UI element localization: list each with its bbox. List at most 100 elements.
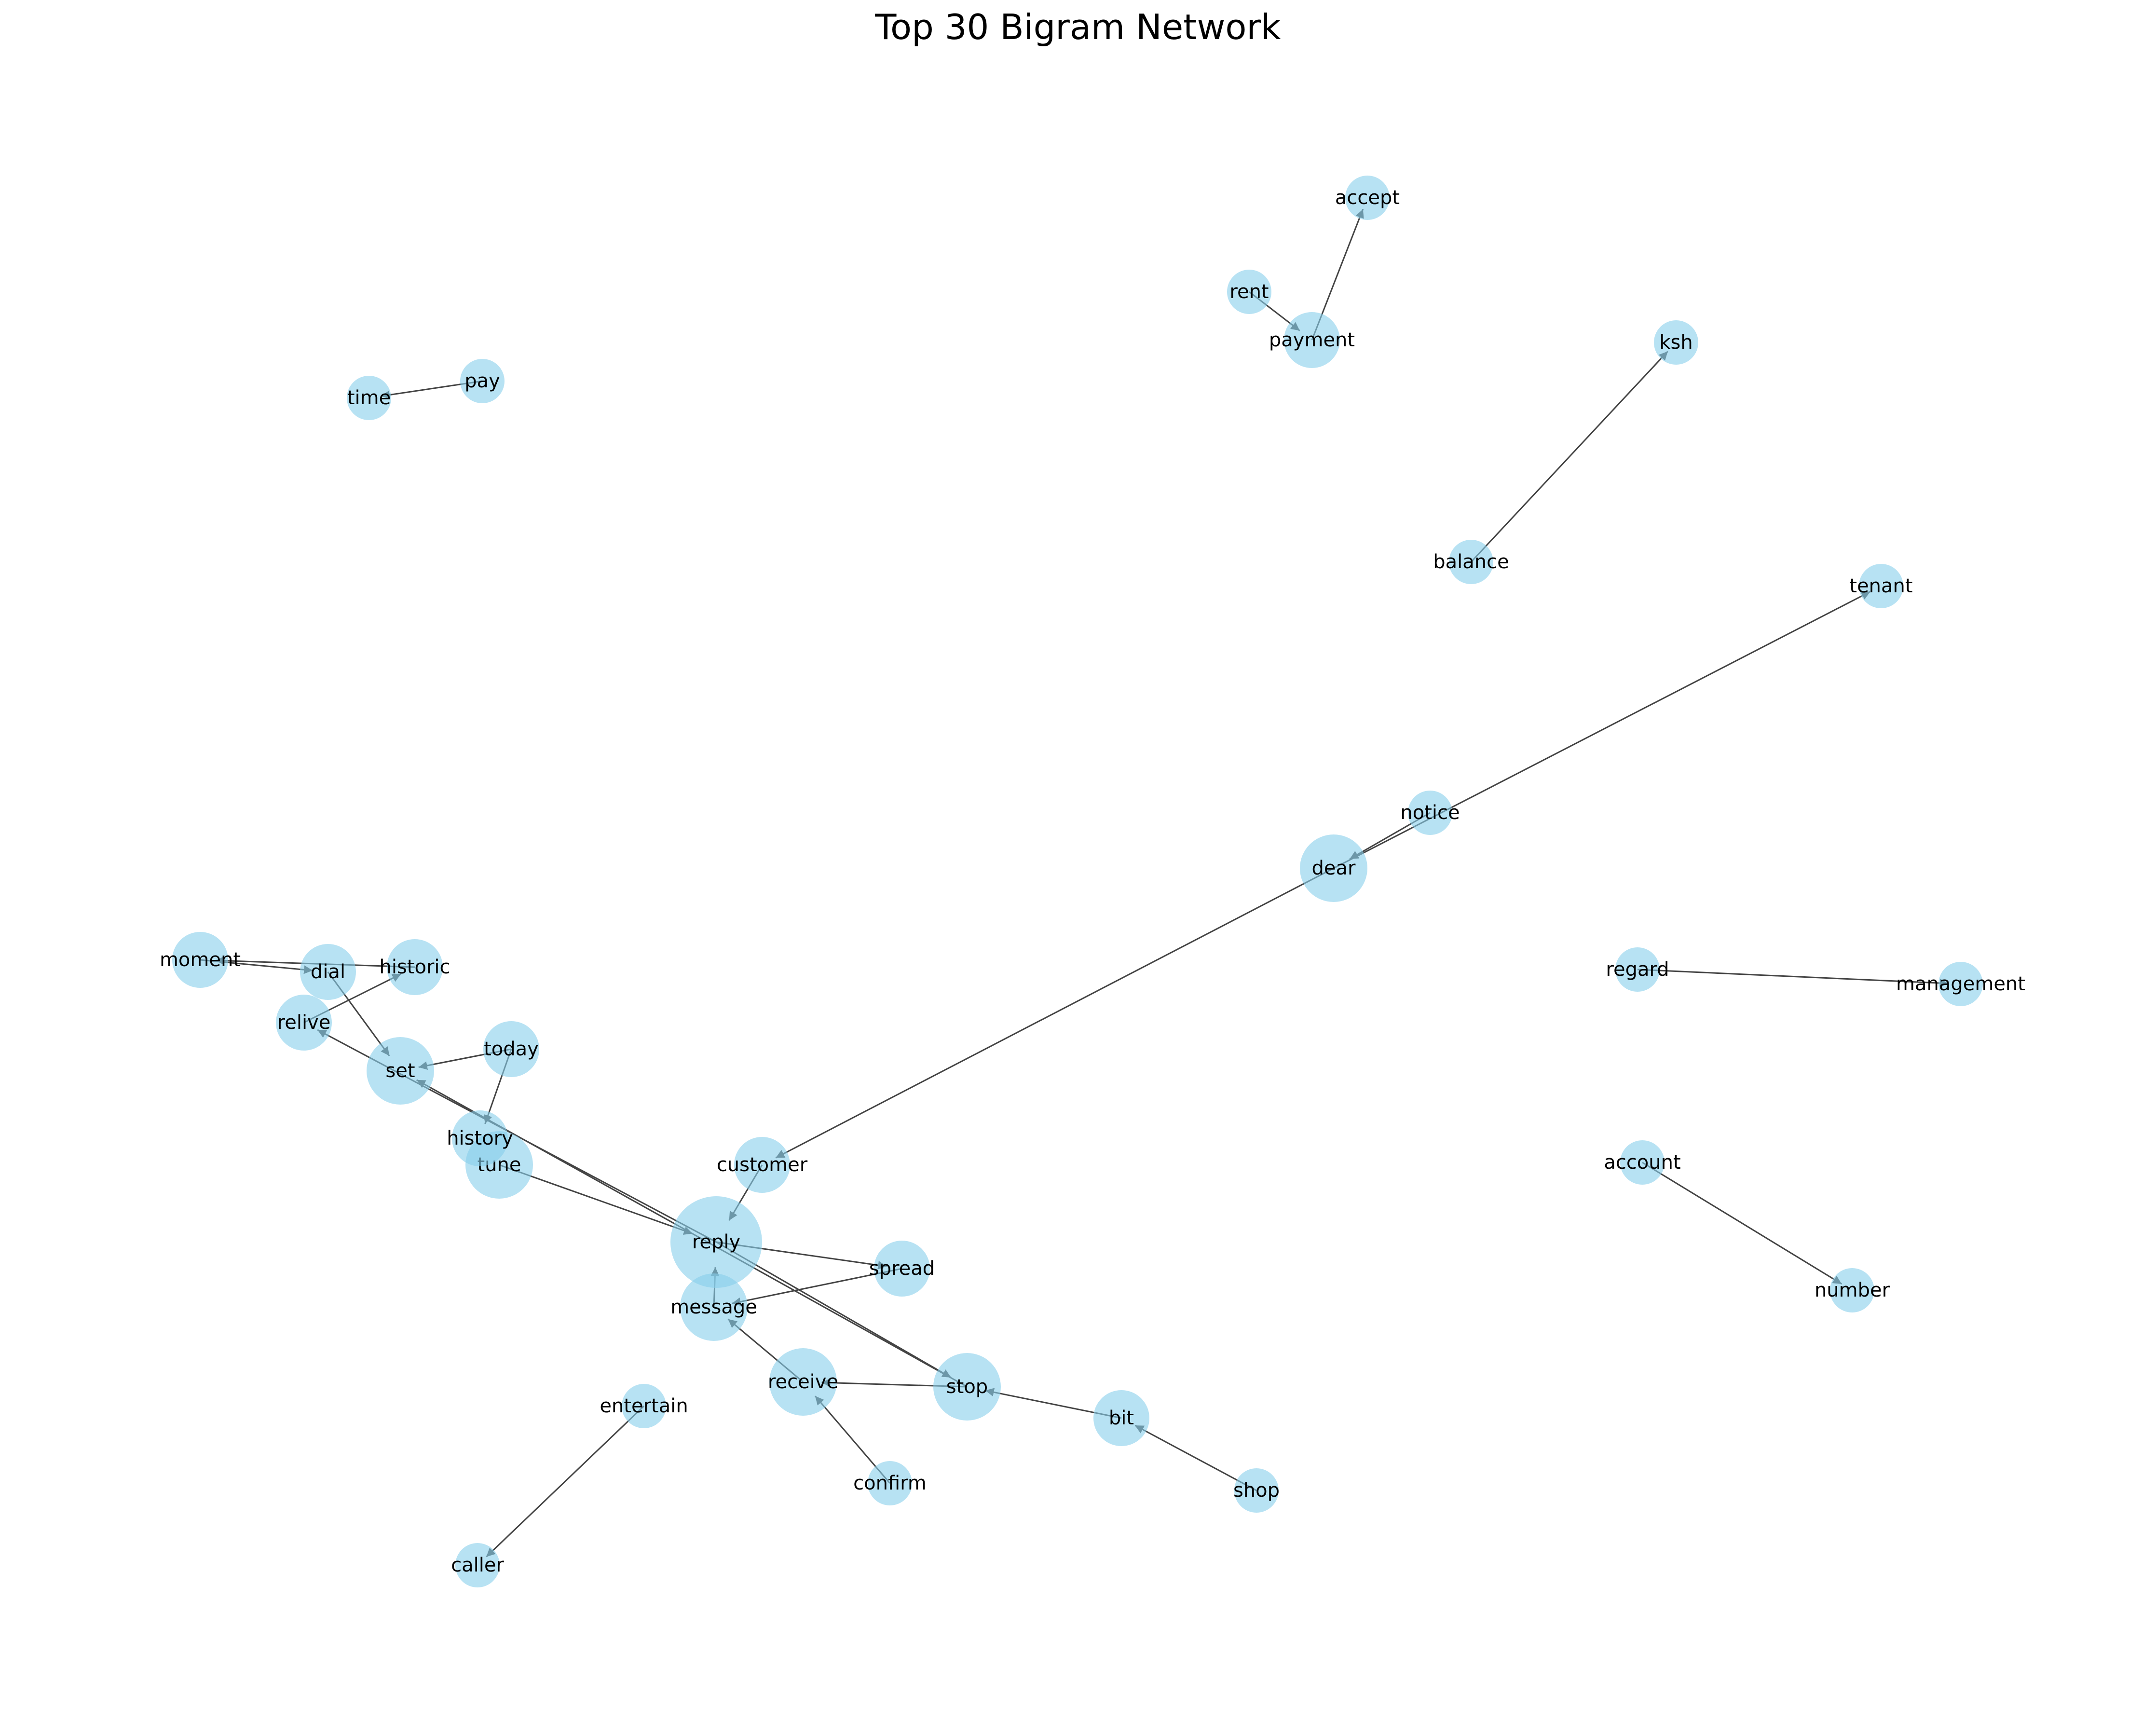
node-circle-receive: [769, 1348, 837, 1416]
node-circle-history: [452, 1110, 508, 1166]
node-message: message: [670, 1273, 757, 1341]
node-history: history: [447, 1110, 513, 1166]
node-label-customer: customer: [717, 1154, 808, 1176]
node-circle-caller: [455, 1543, 500, 1587]
node-label-historic: historic: [379, 956, 450, 978]
node-circle-historic: [387, 939, 443, 995]
edge-dear-customer: [775, 867, 1334, 1159]
node-label-moment: moment: [160, 949, 241, 971]
node-bit: bit: [1093, 1390, 1149, 1446]
edge-regard-management: [1637, 969, 1949, 988]
node-relive: relive: [276, 995, 332, 1051]
node-circle-balance: [1449, 540, 1493, 584]
edge-tune-reply: [499, 1164, 693, 1235]
node-label-number: number: [1815, 1279, 1890, 1301]
node-label-dear: dear: [1312, 857, 1356, 879]
node-circle-relive: [276, 995, 332, 1051]
node-rent: rent: [1227, 270, 1271, 314]
node-label-receive: receive: [768, 1371, 838, 1393]
node-circle-today: [483, 1021, 539, 1077]
node-circle-message: [680, 1273, 748, 1341]
node-circle-notice: [1408, 791, 1452, 835]
node-label-tenant: tenant: [1849, 575, 1912, 597]
node-circle-management: [1938, 962, 1983, 1006]
nodes-layer: replydeartunestopmessagesetreceivemoment…: [160, 176, 2025, 1587]
node-balance: balance: [1433, 540, 1509, 584]
node-label-history: history: [447, 1127, 513, 1149]
node-label-rent: rent: [1229, 281, 1269, 303]
node-dear: dear: [1300, 834, 1367, 902]
node-circle-number: [1830, 1268, 1874, 1312]
node-caller: caller: [451, 1543, 504, 1587]
node-shop: shop: [1233, 1468, 1280, 1513]
node-accept: accept: [1335, 176, 1400, 220]
node-historic: historic: [379, 939, 450, 995]
node-ksh: ksh: [1654, 320, 1698, 365]
node-circle-dear: [1300, 834, 1367, 902]
node-customer: customer: [717, 1137, 808, 1193]
edge-entertain-caller: [486, 1405, 645, 1558]
node-confirm: confirm: [853, 1461, 927, 1505]
node-label-balance: balance: [1433, 551, 1509, 573]
node-label-shop: shop: [1233, 1479, 1280, 1502]
node-reply: reply: [670, 1196, 762, 1288]
node-pay: pay: [460, 359, 505, 403]
node-circle-regard: [1615, 947, 1660, 992]
node-moment: moment: [160, 932, 241, 988]
node-circle-payment: [1284, 312, 1340, 368]
node-circle-shop: [1234, 1468, 1279, 1513]
node-set: set: [367, 1037, 434, 1105]
node-today: today: [483, 1021, 539, 1077]
node-label-relive: relive: [277, 1011, 331, 1034]
node-circle-dial: [300, 944, 356, 1000]
node-label-accept: accept: [1335, 187, 1400, 209]
node-label-account: account: [1604, 1151, 1680, 1174]
node-label-stop: stop: [946, 1376, 988, 1398]
node-circle-entertain: [622, 1384, 666, 1428]
node-dial: dial: [300, 944, 356, 1000]
node-circle-moment: [172, 932, 228, 988]
node-time: time: [347, 376, 391, 420]
node-label-dial: dial: [311, 961, 345, 983]
node-circle-pay: [460, 359, 505, 403]
node-circle-spread: [874, 1241, 930, 1297]
node-label-pay: pay: [464, 370, 500, 392]
node-spread: spread: [869, 1241, 935, 1297]
node-label-today: today: [484, 1038, 539, 1060]
node-management: management: [1896, 962, 2025, 1006]
node-stop: stop: [933, 1353, 1001, 1421]
node-label-caller: caller: [451, 1554, 504, 1576]
node-circle-bit: [1093, 1390, 1149, 1446]
node-circle-stop: [933, 1353, 1001, 1421]
node-label-payment: payment: [1269, 329, 1355, 351]
node-circle-customer: [734, 1137, 790, 1193]
node-circle-ksh: [1654, 320, 1698, 365]
node-payment: payment: [1269, 312, 1355, 368]
node-circle-account: [1620, 1140, 1665, 1185]
node-label-spread: spread: [869, 1257, 935, 1280]
node-label-ksh: ksh: [1659, 331, 1692, 354]
node-circle-set: [367, 1037, 434, 1105]
node-label-bit: bit: [1109, 1407, 1134, 1429]
node-label-entertain: entertain: [600, 1395, 688, 1417]
node-tenant: tenant: [1849, 564, 1913, 608]
edge-spread-message: [732, 1268, 902, 1306]
node-entertain: entertain: [600, 1384, 688, 1428]
edge-account-number: [1642, 1162, 1842, 1285]
node-number: number: [1815, 1268, 1890, 1312]
node-label-message: message: [670, 1296, 757, 1318]
node-regard: regard: [1606, 947, 1669, 992]
node-receive: receive: [768, 1348, 838, 1416]
node-circle-rent: [1227, 270, 1271, 314]
edge-balance-ksh: [1470, 351, 1668, 563]
node-label-time: time: [347, 387, 391, 409]
node-label-notice: notice: [1400, 802, 1460, 824]
node-circle-accept: [1345, 176, 1390, 220]
node-label-management: management: [1896, 973, 2025, 995]
node-label-set: set: [385, 1060, 415, 1082]
node-label-reply: reply: [692, 1231, 740, 1253]
edges-layer: [200, 209, 1949, 1558]
chart-title: Top 30 Bigram Network: [875, 7, 1281, 47]
node-account: account: [1604, 1140, 1681, 1185]
